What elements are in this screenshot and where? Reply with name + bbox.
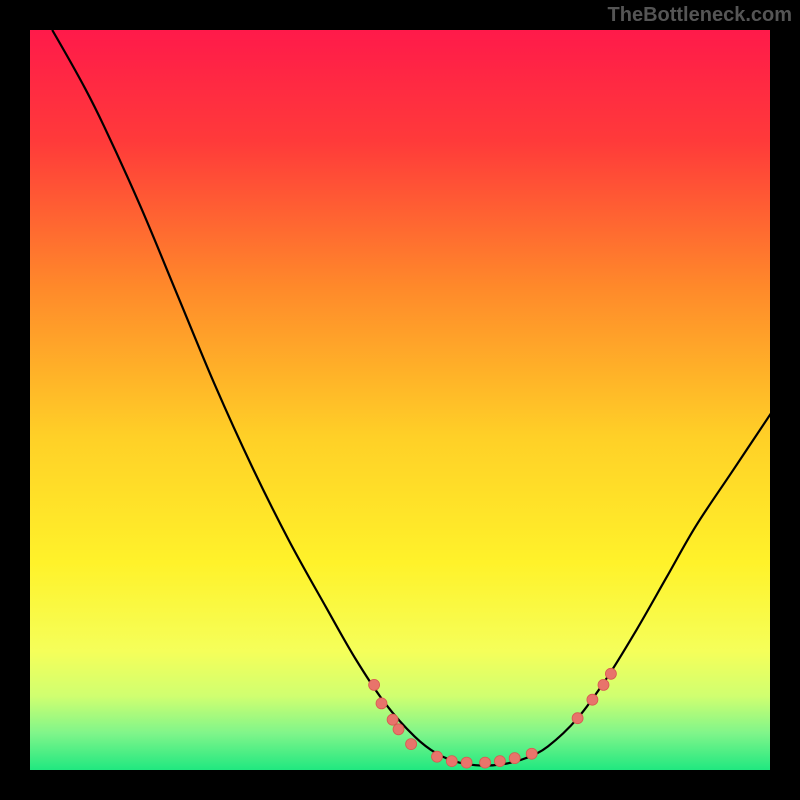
data-markers <box>369 668 617 768</box>
data-marker <box>376 698 387 709</box>
data-marker <box>605 668 616 679</box>
data-marker <box>509 753 520 764</box>
data-marker <box>393 724 404 735</box>
chart-area <box>30 30 770 770</box>
data-marker <box>369 679 380 690</box>
data-marker <box>480 757 491 768</box>
bottleneck-curve <box>52 30 770 766</box>
data-marker <box>587 694 598 705</box>
data-marker <box>461 757 472 768</box>
data-marker <box>598 679 609 690</box>
data-marker <box>446 756 457 767</box>
data-marker <box>406 739 417 750</box>
chart-overlay <box>30 30 770 770</box>
data-marker <box>572 713 583 724</box>
watermark-text: TheBottleneck.com <box>608 4 792 27</box>
data-marker <box>494 756 505 767</box>
data-marker <box>432 751 443 762</box>
data-marker <box>526 748 537 759</box>
data-marker <box>387 714 398 725</box>
